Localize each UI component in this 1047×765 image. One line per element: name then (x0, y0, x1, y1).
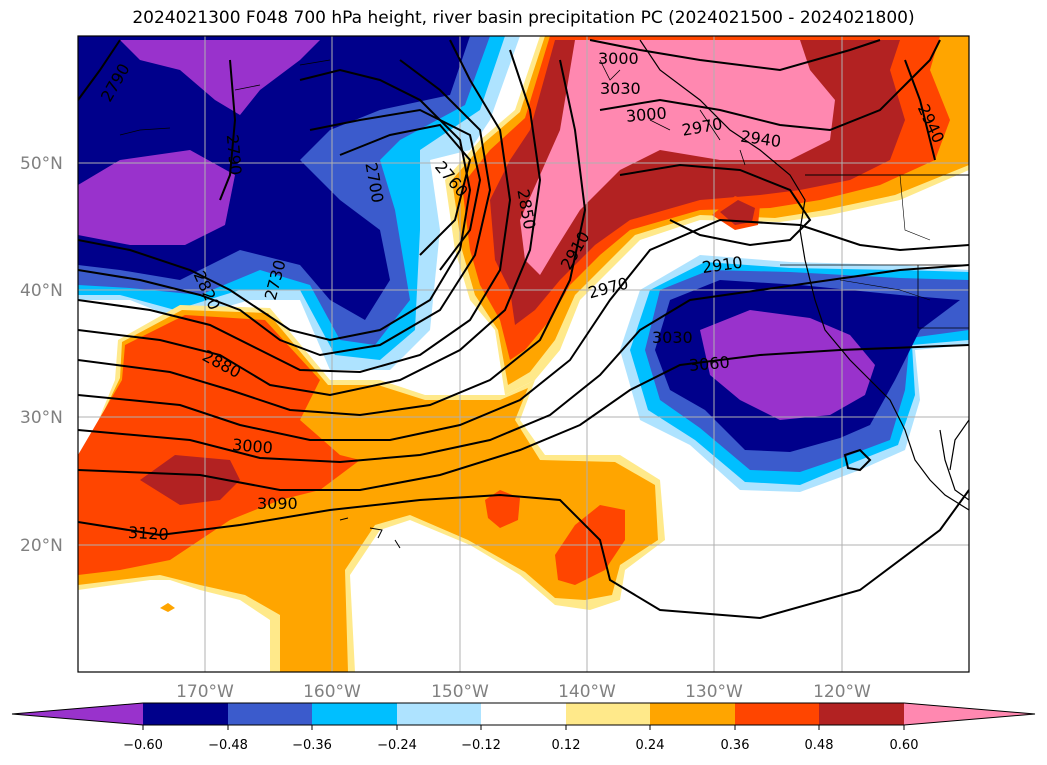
colorbar-segment (143, 703, 228, 725)
lon-label-150w: 150°W (431, 682, 489, 702)
contour-label: 2790 (223, 134, 245, 176)
colorbar-tick-label: −0.48 (208, 738, 248, 753)
lon-label-170w: 170°W (176, 682, 234, 702)
contour-label: 3120 (128, 523, 170, 544)
negative-anomaly-california (620, 255, 969, 492)
contour-label: 3000 (598, 49, 639, 68)
contour-label: 3060 (688, 352, 730, 374)
contour-label: 3090 (257, 494, 298, 513)
colorbar-tick-label: 0.24 (636, 738, 665, 753)
colorbar-tick-label: −0.24 (377, 738, 417, 753)
colorbar-tick-label: −0.60 (123, 738, 163, 753)
colorbar-segment (12, 703, 143, 725)
map-title: 2024021300 F048 700 hPa height, river ba… (132, 8, 915, 28)
colorbar-segment (735, 703, 819, 725)
colorbar-ticks (142, 725, 905, 730)
colorbar-segment (650, 703, 735, 725)
colorbar: −0.60 −0.48 −0.36 −0.24 −0.12 0.12 0.24 … (11, 702, 1036, 753)
map-panel: 2790 2790 2700 2760 2850 2910 2970 3000 … (78, 36, 969, 672)
colorbar-tick-label: 0.48 (805, 738, 834, 753)
contour-label: 3030 (652, 328, 693, 347)
negative-anomaly-northwest (78, 36, 520, 370)
colorbar-segment (481, 703, 566, 725)
lat-label-30n: 30°N (20, 408, 63, 428)
colorbar-segment (397, 703, 481, 725)
colorbar-tick-label: 0.60 (890, 738, 919, 753)
lat-label-50n: 50°N (20, 154, 63, 174)
colorbar-tick-label: 0.12 (552, 738, 581, 753)
colorbar-segment (819, 703, 904, 725)
lat-label-20n: 20°N (20, 536, 63, 556)
lon-label-130w: 130°W (685, 682, 743, 702)
map-frame (77, 35, 970, 673)
longitude-labels: 170°W 160°W 150°W 140°W 130°W 120°W (176, 682, 871, 702)
colorbar-segment (566, 703, 650, 725)
colorbar-segment (904, 703, 1035, 725)
latitude-labels: 50°N 40°N 30°N 20°N (20, 154, 63, 556)
lon-label-140w: 140°W (558, 682, 616, 702)
contour-label: 3000 (231, 435, 273, 457)
contour-label: 3000 (625, 103, 667, 125)
coastlines (119, 39, 969, 549)
lon-label-120w: 120°W (813, 682, 871, 702)
colorbar-segment (228, 703, 312, 725)
colorbar-tick-label: −0.12 (461, 738, 501, 753)
colorbar-tick-label: −0.36 (292, 738, 332, 753)
contour-label: 3030 (600, 79, 641, 98)
height-contours (78, 39, 969, 620)
lon-label-160w: 160°W (303, 682, 361, 702)
lat-label-40n: 40°N (20, 281, 63, 301)
colorbar-segment (312, 703, 397, 725)
colorbar-tick-label: 0.36 (721, 738, 750, 753)
